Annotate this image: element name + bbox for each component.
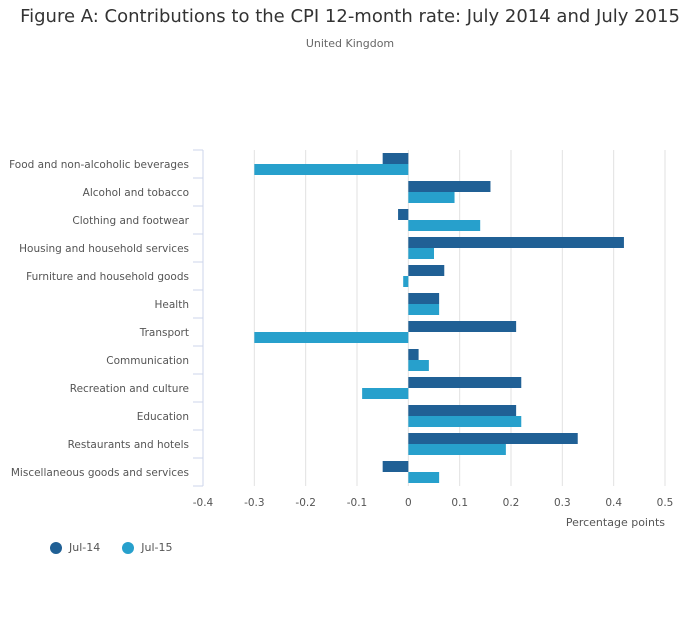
x-axis-title: Percentage points: [566, 516, 665, 529]
x-tick-label: 0.1: [451, 497, 468, 509]
category-label: Restaurants and hotels: [68, 439, 189, 451]
legend-marker-icon: [122, 541, 135, 554]
bar-jul-15: [408, 248, 434, 259]
bar-jul-14: [408, 405, 517, 416]
bar-jul-15: [362, 388, 409, 399]
bar-jul-14: [408, 433, 578, 444]
category-label: Communication: [106, 355, 189, 367]
category-label: Miscellaneous goods and services: [11, 467, 189, 479]
x-tick-label: -0.4: [193, 497, 214, 509]
bar-jul-14: [408, 293, 440, 304]
bar-jul-15: [254, 164, 409, 175]
x-tick-label: -0.2: [295, 497, 316, 509]
category-label: Alcohol and tobacco: [83, 187, 189, 199]
legend: Jul-14 Jul-15: [50, 541, 195, 554]
category-label: Transport: [139, 327, 189, 339]
bar-jul-14: [408, 237, 624, 248]
category-label: Clothing and footwear: [72, 215, 189, 227]
bar-jul-15: [254, 332, 409, 343]
legend-label: Jul-15: [141, 541, 173, 554]
legend-item-jul15[interactable]: Jul-15: [122, 541, 173, 554]
bar-jul-14: [408, 321, 517, 332]
chart-title: Figure A: Contributions to the CPI 12-mo…: [20, 6, 680, 27]
x-tick-label: 0.3: [554, 497, 571, 509]
bar-jul-15: [408, 192, 455, 203]
bar-jul-15: [403, 276, 409, 287]
x-tick-label: -0.3: [244, 497, 265, 509]
bar-jul-15: [408, 416, 522, 427]
bar-jul-15: [408, 444, 506, 455]
category-label: Furniture and household goods: [26, 271, 189, 283]
bar-jul-14: [408, 349, 419, 360]
category-label: Recreation and culture: [70, 383, 189, 395]
bar-jul-15: [408, 220, 481, 231]
category-label: Food and non-alcoholic beverages: [9, 159, 189, 171]
x-tick-label: 0.5: [657, 497, 674, 509]
bar-jul-14: [408, 265, 445, 276]
x-tick-label: 0: [405, 497, 412, 509]
category-label: Housing and household services: [19, 243, 189, 255]
bar-jul-14: [382, 153, 409, 164]
x-tick-label: -0.1: [347, 497, 368, 509]
bar-jul-14: [408, 377, 522, 388]
bar-jul-15: [408, 360, 429, 371]
bar-jul-15: [408, 304, 440, 315]
category-label: Health: [155, 299, 189, 311]
x-tick-label: 0.4: [605, 497, 622, 509]
legend-item-jul14[interactable]: Jul-14: [50, 541, 100, 554]
legend-marker-icon: [50, 541, 62, 554]
x-tick-label: 0.2: [503, 497, 520, 509]
legend-label: Jul-14: [69, 541, 101, 554]
bar-jul-15: [408, 472, 440, 483]
category-label: Education: [137, 411, 189, 423]
bar-jul-14: [382, 461, 409, 472]
bar-jul-14: [408, 181, 491, 192]
chart-subtitle: United Kingdom: [305, 37, 395, 50]
bar-jul-14: [398, 209, 409, 220]
